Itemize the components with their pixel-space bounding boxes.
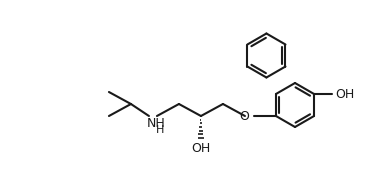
Text: O: O	[239, 109, 249, 122]
Text: H: H	[156, 125, 164, 135]
Text: OH: OH	[191, 142, 210, 155]
Text: NH: NH	[146, 117, 165, 130]
Text: OH: OH	[335, 88, 354, 100]
